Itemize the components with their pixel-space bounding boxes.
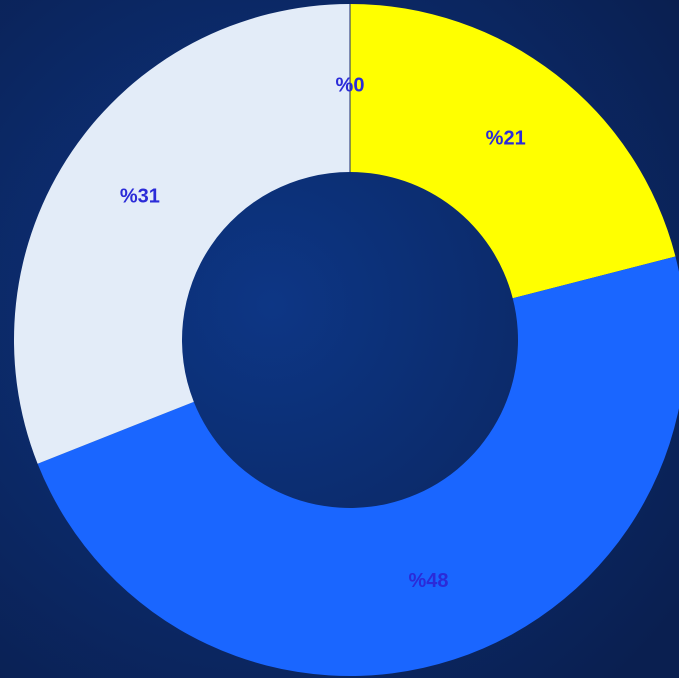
slice-label: %21 — [486, 128, 526, 150]
donut-slice — [350, 4, 676, 299]
donut-slice — [37, 256, 679, 676]
slice-label: %31 — [120, 186, 160, 208]
donut-slice — [13, 4, 351, 464]
slice-label: %48 — [408, 570, 448, 592]
slice-label: %0 — [336, 74, 365, 96]
